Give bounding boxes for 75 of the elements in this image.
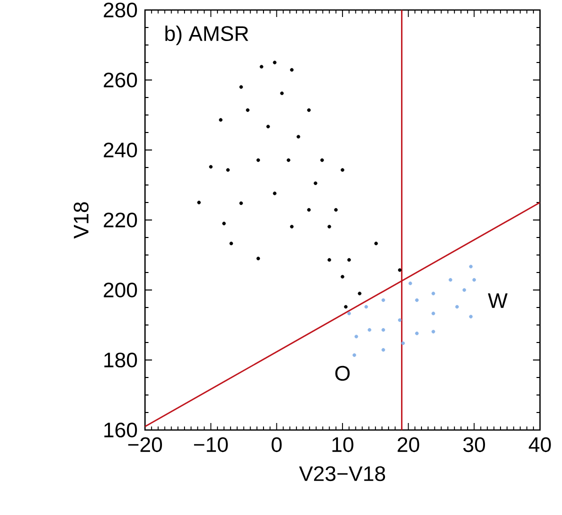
point <box>382 298 386 302</box>
point <box>462 288 466 292</box>
x-tick-label: 0 <box>272 437 282 452</box>
point <box>226 168 230 172</box>
point <box>290 224 294 228</box>
point <box>469 264 473 268</box>
point <box>347 312 351 316</box>
point <box>469 314 473 318</box>
point <box>354 334 358 338</box>
point <box>401 341 405 345</box>
point <box>256 256 260 260</box>
point <box>340 274 344 278</box>
point <box>307 108 311 112</box>
point <box>382 328 386 332</box>
point <box>358 292 362 296</box>
x-tick-label: 30 <box>463 437 486 452</box>
x-tick-label: 10 <box>332 437 354 452</box>
point <box>314 181 318 186</box>
point <box>296 134 300 138</box>
point <box>352 353 356 357</box>
point <box>328 224 332 228</box>
point <box>222 222 226 226</box>
point <box>432 312 436 316</box>
point <box>246 108 250 112</box>
point <box>347 258 351 262</box>
point <box>290 68 294 72</box>
y-tick-label: 220 <box>104 212 137 228</box>
point <box>239 201 243 205</box>
point <box>328 258 332 262</box>
point <box>398 268 402 272</box>
y-tick-label: 240 <box>104 142 137 158</box>
y-tick-label: 180 <box>104 352 137 368</box>
point <box>340 168 344 172</box>
point <box>218 118 223 122</box>
point <box>334 208 338 212</box>
annotation: W <box>488 293 508 308</box>
x-tick-label: −10 <box>194 437 228 452</box>
point <box>320 158 324 162</box>
point <box>272 192 276 196</box>
point <box>197 200 201 204</box>
point <box>344 305 348 309</box>
point <box>398 318 402 322</box>
point <box>229 242 234 246</box>
point <box>256 158 260 162</box>
annotation: b) AMSR <box>165 26 248 46</box>
point <box>448 278 452 282</box>
point <box>280 91 284 96</box>
x-tick-label: 40 <box>528 437 551 452</box>
point <box>266 124 270 128</box>
point <box>209 165 213 169</box>
point <box>307 208 311 212</box>
point <box>472 278 476 282</box>
y-tick-label: 160 <box>104 422 137 438</box>
x-tick-label: −20 <box>128 437 162 452</box>
point <box>382 348 386 352</box>
point <box>239 85 243 89</box>
point <box>415 332 419 336</box>
x-tick-label: 20 <box>398 437 420 452</box>
point <box>415 298 419 302</box>
point <box>432 292 436 296</box>
point <box>368 328 372 332</box>
y-tick-label: 280 <box>104 2 137 18</box>
point <box>286 158 290 162</box>
y-axis-title: V18 <box>74 202 89 239</box>
y-tick-label: 200 <box>104 282 137 298</box>
point <box>455 305 459 309</box>
y-tick-label: 260 <box>104 72 137 88</box>
point <box>364 305 368 309</box>
x-axis-title: V23−V18 <box>299 466 386 482</box>
point <box>432 330 436 334</box>
point <box>374 242 378 246</box>
point <box>272 60 276 64</box>
point <box>408 282 412 286</box>
annotation: O <box>335 366 350 381</box>
point <box>260 64 264 68</box>
